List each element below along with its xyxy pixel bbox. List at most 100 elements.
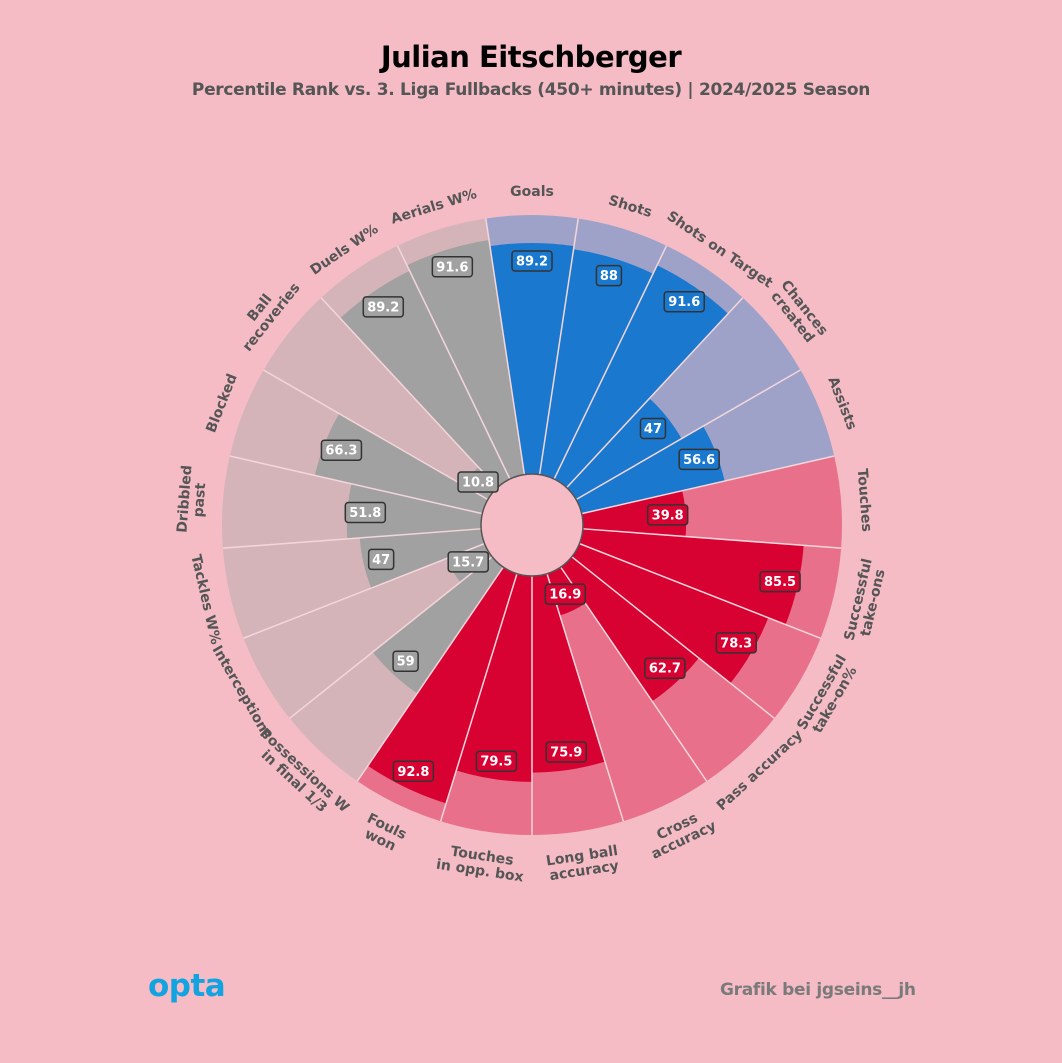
value-label: 39.8	[646, 504, 689, 526]
background-wedge	[243, 543, 493, 719]
category-label-line: Touches	[854, 468, 875, 532]
bar-successful-take-ons	[579, 528, 804, 625]
value-label: 16.9	[544, 583, 587, 605]
value-label: 51.8	[344, 501, 387, 524]
value-label-box	[663, 290, 705, 313]
divider-line	[356, 566, 504, 782]
bar-duels-w-	[340, 270, 510, 488]
category-label: Touches	[854, 468, 875, 532]
value-label: 62.7	[644, 657, 686, 679]
value-label-text: 51.8	[349, 506, 381, 521]
value-label-box	[646, 504, 689, 526]
bar-shots-on-target	[554, 265, 729, 488]
category-label: Aerials W%	[389, 186, 479, 228]
value-label: 89.2	[511, 250, 553, 272]
value-label-box	[544, 583, 587, 605]
value-label-text: 88	[600, 269, 618, 284]
value-label-box	[392, 760, 435, 783]
category-label-line: past	[191, 482, 210, 518]
center-circle	[480, 473, 584, 577]
divider-line	[229, 455, 483, 515]
value-label: 75.9	[545, 741, 587, 763]
category-label: Long ballaccuracy	[545, 843, 621, 884]
divider-line	[538, 218, 579, 475]
value-label: 78.3	[715, 632, 757, 654]
value-label-box	[678, 448, 720, 471]
value-label: 89.2	[362, 296, 405, 318]
value-label: 91.6	[431, 256, 474, 278]
bar-tackles-w-	[359, 528, 485, 589]
category-label: Shots	[606, 193, 653, 221]
value-label-text: 47	[644, 422, 662, 437]
value-label-box	[644, 657, 686, 679]
divider-line	[289, 556, 493, 719]
opta-logo: opta	[148, 968, 226, 1004]
value-label-text: 47	[372, 553, 390, 568]
value-label: 66.3	[320, 439, 363, 461]
background-wedge	[547, 567, 707, 822]
category-label: Crossaccuracy	[642, 804, 718, 862]
value-label-box	[475, 750, 518, 772]
bar-touches-in-opp-box	[456, 573, 532, 782]
value-label-text: 91.6	[668, 295, 700, 310]
value-label-text: 85.5	[764, 575, 796, 590]
divider-line	[485, 218, 526, 475]
bar-shots	[539, 249, 654, 480]
chart-title: Julian Eitschberger	[380, 40, 682, 74]
value-label-text: 56.6	[683, 453, 715, 468]
value-label-text: 92.8	[397, 765, 429, 780]
value-label-box	[392, 650, 419, 672]
value-label-text: 89.2	[367, 300, 399, 315]
value-label-box	[511, 250, 553, 272]
value-label-text: 15.7	[452, 555, 484, 570]
value-label-box	[545, 741, 587, 763]
value-label-text: 89.2	[516, 254, 548, 269]
value-label: 10.8	[457, 471, 499, 493]
category-label: Foulswon	[358, 811, 409, 857]
divider-line	[575, 369, 801, 501]
category-label-line: Shots	[606, 193, 653, 221]
background-wedge	[263, 297, 498, 500]
category-label-line: Assists	[824, 375, 859, 433]
category-label-line: Goals	[510, 184, 554, 200]
value-label-text: 75.9	[550, 746, 582, 761]
bar-assists	[576, 426, 725, 514]
value-label-box	[431, 256, 474, 278]
divider-line	[439, 573, 518, 822]
category-label: Touchesin opp. box	[435, 842, 527, 886]
divider-line	[581, 455, 835, 515]
divider-line	[263, 369, 489, 501]
category-label: Goals	[510, 184, 554, 200]
value-label-text: 16.9	[549, 588, 581, 603]
value-label-box	[759, 570, 801, 593]
value-label-box	[367, 548, 395, 571]
divider-lines	[222, 218, 842, 835]
credit-text: Grafik bei jgseins__jh	[720, 980, 916, 1000]
divider-line	[546, 573, 625, 822]
value-label-text: 10.8	[462, 475, 494, 490]
category-label-line: Dribbled	[174, 465, 195, 534]
value-label: 79.5	[475, 750, 518, 772]
divider-line	[396, 245, 511, 480]
bar-long-ball-accuracy	[532, 573, 605, 773]
value-label-text: 78.3	[720, 636, 752, 651]
category-label: Dribbledpast	[174, 465, 210, 535]
category-label: Successfultake-ons	[841, 557, 890, 645]
value-label: 59	[392, 650, 419, 672]
category-label: Blocked	[203, 372, 240, 435]
value-label-text: 66.3	[325, 444, 357, 459]
category-label-line: Tackles W%	[187, 553, 223, 646]
divider-line	[320, 297, 498, 489]
category-label-line: Aerials W%	[389, 186, 479, 228]
value-label-box	[457, 471, 499, 493]
value-labels: 89.2 88 91.6 47 56.6 39.8 85.5 78.3 62.7 16.9 75.9…	[320, 250, 801, 783]
chart-subtitle: Percentile Rank vs. 3. Liga Fullbacks (4…	[191, 80, 871, 100]
value-label: 15.7	[447, 551, 489, 573]
value-label-text: 79.5	[480, 755, 512, 770]
divider-line	[582, 528, 842, 549]
value-bars	[314, 239, 804, 804]
value-label-box	[447, 551, 489, 573]
value-label-box	[595, 264, 623, 287]
divider-line	[571, 556, 775, 719]
